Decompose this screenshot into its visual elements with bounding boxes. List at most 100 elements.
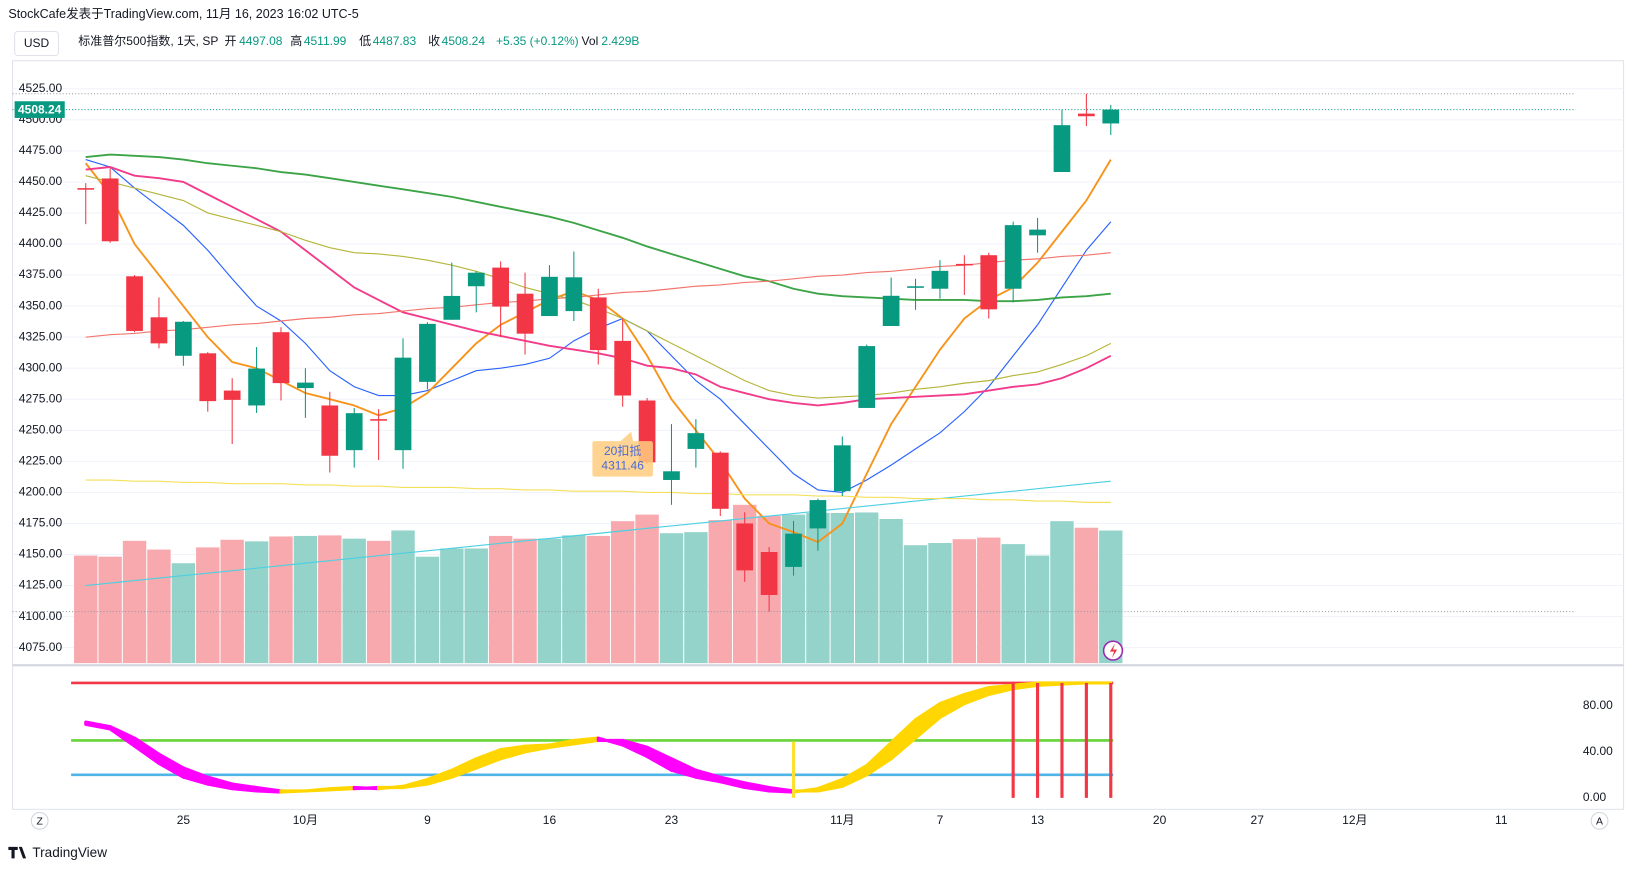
currency[interactable]: USD: [24, 36, 50, 50]
change: +5.35 (+0.12%): [496, 34, 579, 48]
candle-body: [345, 413, 363, 451]
x-tick-label: 10月: [293, 813, 318, 827]
y-tick-label: 4075.00: [19, 640, 63, 654]
a-label[interactable]: A: [1596, 817, 1603, 828]
last-price-badge: [14, 101, 65, 118]
candle-body: [711, 452, 729, 509]
volume-bar: [488, 535, 513, 664]
candle-body: [907, 286, 924, 288]
y-tick-label: 4475.00: [19, 143, 63, 157]
x-tick-label: 16: [543, 813, 557, 827]
volume-bar: [415, 556, 440, 664]
y-tick-label: 4150.00: [19, 547, 63, 561]
candle-body: [541, 276, 558, 317]
x-tick-label: 23: [665, 813, 679, 827]
volume-bar: [342, 538, 366, 664]
volume-bar: [537, 538, 562, 664]
logo-icon: [8, 846, 27, 859]
candle-body: [687, 433, 705, 449]
volume-bar: [464, 548, 488, 664]
candle-body: [1004, 225, 1022, 289]
ribbon-segment: [1035, 681, 1064, 687]
volume-bar: [708, 520, 732, 664]
ribbon-segment: [328, 785, 356, 792]
candle-body: [858, 346, 876, 408]
x-tick-label: 12月: [1342, 813, 1367, 827]
y-tick-label: 4350.00: [19, 298, 63, 312]
moving-average: [85, 479, 1111, 503]
volume-bar: [855, 512, 879, 664]
a-button[interactable]: [1590, 811, 1609, 830]
volume-bar: [659, 533, 684, 664]
volume-bar: [977, 537, 1001, 664]
volume-bar: [1050, 521, 1074, 664]
volume-bar: [318, 535, 342, 664]
chart-frame: [12, 60, 1625, 810]
z-label[interactable]: Z: [36, 817, 43, 828]
y-tick-label: 4175.00: [19, 516, 63, 530]
candle-body: [980, 255, 998, 310]
ribbon-segment: [1060, 681, 1088, 686]
volume-bar: [806, 512, 830, 664]
candle-body: [809, 500, 827, 529]
candle-body: [760, 552, 778, 595]
volume-bar: [293, 535, 318, 664]
candle-body: [931, 270, 949, 289]
z-button[interactable]: [30, 811, 49, 830]
volume-bar: [74, 555, 98, 664]
volume-bar: [513, 538, 537, 664]
y-tick-label: 4200.00: [19, 485, 63, 499]
close-label: 收: [428, 34, 440, 48]
volume-bar: [440, 548, 464, 664]
x-tick-label: 25: [177, 813, 191, 827]
volume-bar: [879, 518, 903, 664]
event-bolt: [1109, 643, 1118, 658]
y-tick-label: 4300.00: [19, 360, 63, 374]
candle-body: [101, 178, 119, 242]
candle-body: [321, 405, 339, 456]
candle-body: [248, 368, 265, 406]
plot: 4075.00 4100.00 4125.00 4150.00 4175.00 4200.…: [12, 81, 1624, 827]
y2-tick-label: 80.00: [1583, 698, 1613, 712]
x-tick-label: 20: [1153, 813, 1167, 827]
y-tick-label: 4325.00: [19, 329, 63, 343]
moving-average: [85, 153, 1111, 303]
annotation-label: 20扣抵: [604, 444, 641, 458]
candle-body: [272, 332, 290, 384]
volume-bar: [1025, 555, 1050, 664]
low-label: 低: [359, 34, 371, 48]
y-tick-label: 4375.00: [19, 267, 63, 281]
volume-bar: [147, 549, 171, 664]
high-label: 高: [290, 33, 302, 48]
candle-body: [1078, 113, 1095, 117]
y-tick-label: 4525.00: [19, 81, 63, 95]
volume-bar: [220, 539, 244, 664]
y-tick-label: 4225.00: [19, 454, 63, 468]
y-tick-label: 4400.00: [19, 236, 63, 250]
volume-bar: [928, 543, 952, 664]
volume-bar: [366, 540, 391, 664]
candle-body: [297, 382, 314, 389]
low-value: 4487.83: [373, 34, 417, 48]
volume-value: 2.429B: [601, 34, 639, 48]
volume-bar: [98, 556, 122, 664]
volume-bar: [610, 521, 635, 664]
candle-body: [370, 419, 387, 421]
y-tick-label: 4100.00: [19, 609, 63, 623]
y2-tick-label: 0.00: [1583, 790, 1607, 804]
volume-bar: [830, 512, 855, 664]
volume-bar: [952, 539, 977, 664]
candle-body: [467, 272, 485, 287]
y-tick-label: 4250.00: [19, 422, 63, 436]
source-line: StockCafe发表于TradingView.com, 11月 16, 202…: [8, 6, 358, 21]
candle-body: [394, 357, 412, 451]
candle-body: [492, 267, 509, 307]
symbol: 标准普尔500指数, 1天, SP: [78, 33, 218, 48]
currency-button[interactable]: [14, 30, 59, 57]
candle-body: [1029, 229, 1046, 236]
volume-bar: [684, 532, 708, 664]
candle-body: [882, 295, 900, 326]
y-tick-label: 4450.00: [19, 174, 63, 188]
